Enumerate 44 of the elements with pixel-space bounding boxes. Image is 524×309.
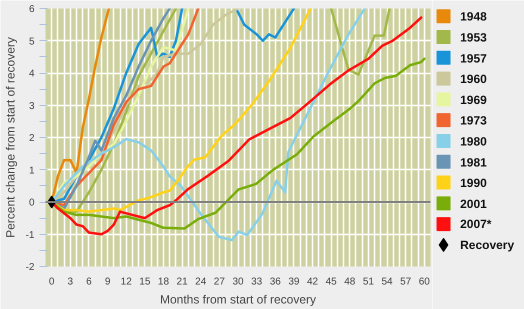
y-tick-label: 5 bbox=[28, 36, 35, 48]
x-tick-label: 18 bbox=[158, 276, 170, 288]
y-axis-title: Percent change from start of recovery bbox=[4, 37, 18, 238]
y-tick-label: -2 bbox=[26, 262, 35, 273]
x-tick-label: 3 bbox=[68, 276, 74, 288]
x-tick-label: 27 bbox=[214, 276, 226, 288]
y-tick-label: 3 bbox=[28, 100, 35, 112]
y-tick-label: -1 bbox=[26, 230, 35, 241]
legend-label: 1960 bbox=[460, 72, 488, 86]
legend-label: 1981 bbox=[460, 155, 488, 170]
x-tick-label: 54 bbox=[381, 276, 394, 288]
x-tick-label: 42 bbox=[306, 276, 319, 288]
y-tick-label: 0 bbox=[28, 198, 35, 208]
x-tick-label: 12 bbox=[120, 276, 132, 288]
x-tick-label: 9 bbox=[104, 276, 111, 288]
legend-label: 1948 bbox=[460, 10, 488, 24]
legend-label: 1953 bbox=[460, 30, 488, 44]
x-tick-label: 60 bbox=[418, 276, 430, 288]
y-tick-label: 2 bbox=[28, 133, 35, 144]
x-tick-label: 39 bbox=[288, 276, 300, 288]
legend-label: 1980 bbox=[460, 134, 488, 148]
x-tick-label: 15 bbox=[139, 276, 151, 288]
y-tick-label: 6 bbox=[28, 4, 35, 15]
x-tick-label: 21 bbox=[176, 276, 188, 288]
x-tick-label: 36 bbox=[270, 276, 282, 288]
x-tick-label: 6 bbox=[86, 276, 92, 288]
legend-label: Recovery bbox=[460, 238, 514, 252]
legend-label: 1957 bbox=[460, 51, 488, 66]
x-tick-label: 24 bbox=[195, 276, 207, 288]
x-tick-label: 48 bbox=[344, 276, 356, 288]
y-tick-label: 1 bbox=[28, 165, 35, 176]
legend-label: 2007* bbox=[460, 217, 492, 232]
x-tick-label: 33 bbox=[251, 276, 263, 288]
x-axis-title: Months from start of recovery bbox=[160, 292, 316, 306]
x-tick-label: 0 bbox=[48, 276, 55, 288]
x-tick-label: 45 bbox=[326, 276, 338, 288]
y-tick-label: 4 bbox=[28, 68, 35, 80]
x-tick-label: 57 bbox=[400, 276, 412, 288]
legend-label: 1973 bbox=[460, 114, 488, 128]
legend-label: 1969 bbox=[460, 92, 488, 107]
x-tick-label: 30 bbox=[232, 276, 244, 288]
legend-label: 1990 bbox=[460, 176, 488, 190]
x-tick-label: 51 bbox=[362, 276, 374, 288]
legend-label: 2001 bbox=[460, 196, 488, 211]
